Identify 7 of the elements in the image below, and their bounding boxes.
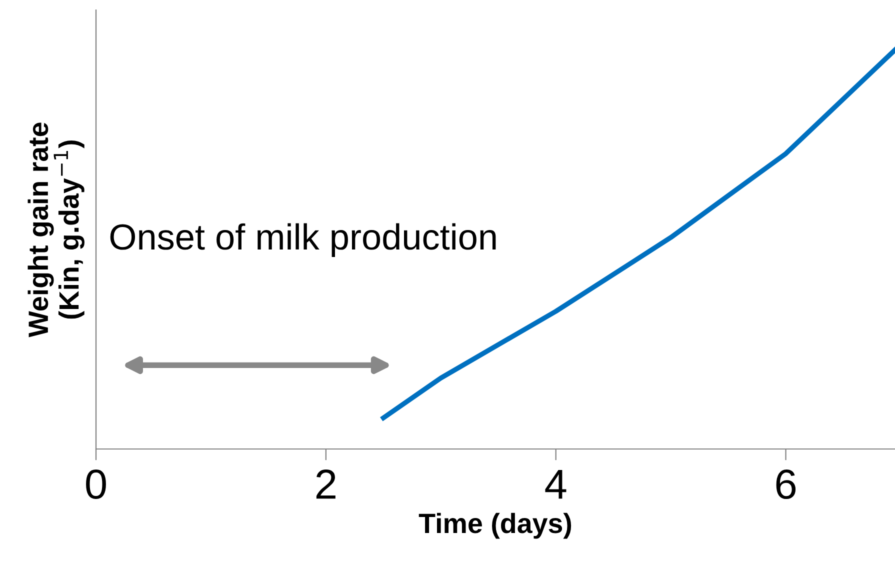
x-tick-label: 4: [545, 470, 566, 499]
x-axis-title: Time (days): [418, 512, 572, 539]
annotation: Onset of milk production: [110, 223, 496, 257]
y-axis-title: Weight gain rate (Kin, g.day$^{−1}$): [28, 122, 84, 338]
x-tick-label: 6: [776, 470, 796, 500]
x-tick-label: 2: [316, 470, 336, 499]
x-tick-label: 0: [86, 470, 106, 500]
